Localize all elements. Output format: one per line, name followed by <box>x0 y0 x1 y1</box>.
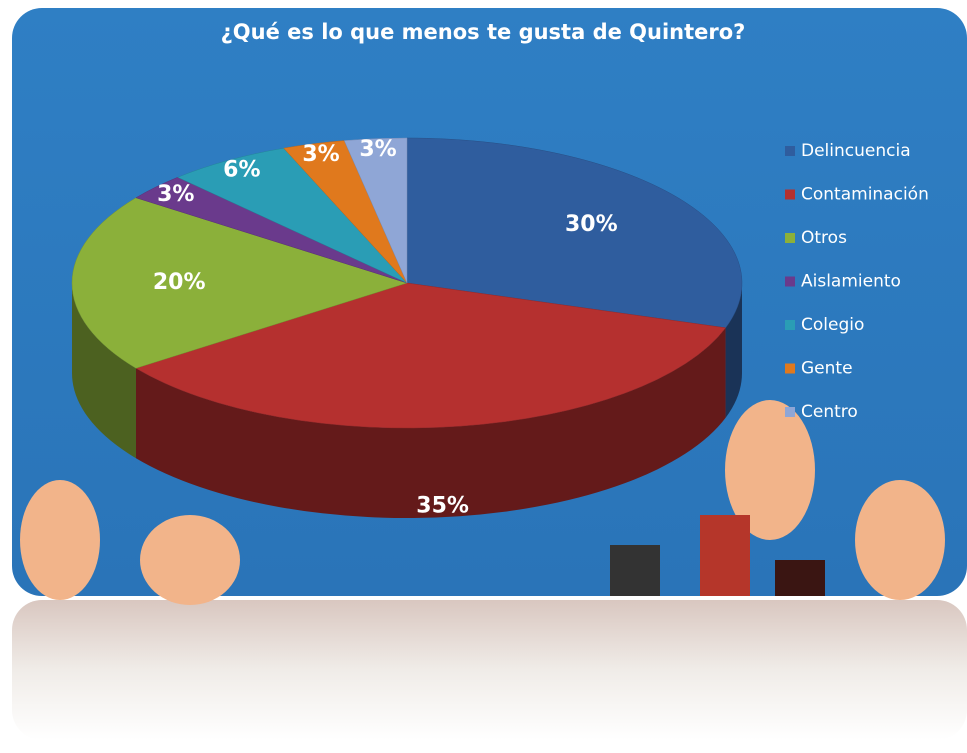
legend-label: Aislamiento <box>801 272 901 292</box>
legend-swatch <box>785 146 795 156</box>
slice-side <box>725 283 742 418</box>
legend-swatch <box>785 320 795 330</box>
legend-label: Otros <box>801 228 847 248</box>
legend: Delincuencia Contaminación Otros Aislamient… <box>785 141 929 422</box>
data-label: 6% <box>223 157 260 182</box>
legend-label: Contaminación <box>801 185 929 205</box>
slice <box>406 137 743 329</box>
data-label: 3% <box>302 142 339 167</box>
data-label: 35% <box>416 493 469 518</box>
legend-swatch <box>785 189 795 200</box>
reflection <box>12 600 967 740</box>
hands-decoration <box>20 400 945 605</box>
legend-swatch <box>785 407 795 417</box>
legend-label: Gente <box>801 359 853 379</box>
slice-side <box>135 327 726 519</box>
chart-title: ¿Qué es lo que menos te gusta de Quinter… <box>221 20 746 44</box>
legend-swatch <box>785 363 795 374</box>
slice <box>71 197 408 369</box>
slice <box>177 147 408 284</box>
slice-side <box>72 283 136 459</box>
pie: 30% 35% 20% 3% 6% 3% 3% <box>71 137 743 519</box>
legend-swatch <box>785 233 795 243</box>
legend-label: Delincuencia <box>801 141 911 161</box>
data-label: 20% <box>153 270 206 295</box>
data-label: 3% <box>157 182 194 207</box>
legend-swatch <box>785 276 795 287</box>
legend-label: Centro <box>801 402 858 422</box>
slice <box>343 137 408 284</box>
slice <box>135 282 727 429</box>
legend-label: Colegio <box>801 315 864 335</box>
data-label: 30% <box>565 212 618 237</box>
data-label: 3% <box>359 137 396 162</box>
